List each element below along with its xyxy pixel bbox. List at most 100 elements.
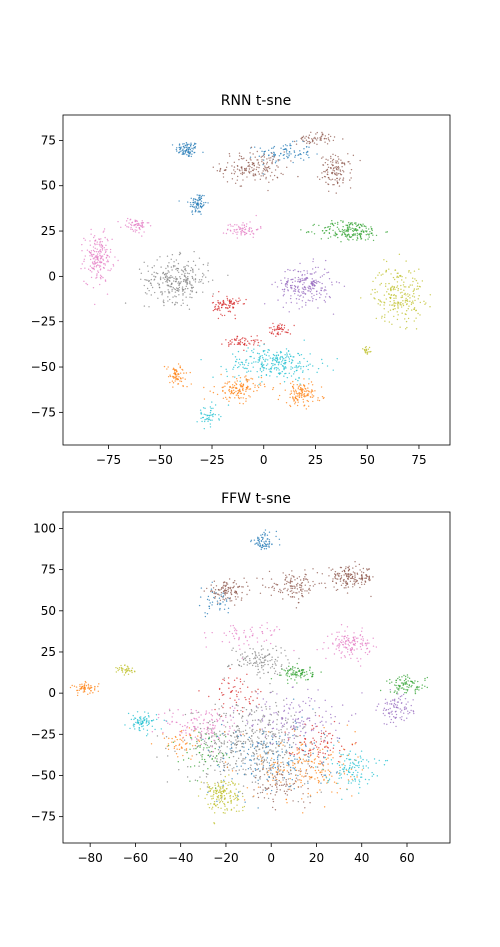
rnn-data-point <box>334 154 337 157</box>
rnn-data-point <box>282 145 285 147</box>
rnn-data-point <box>285 402 288 404</box>
ffw-data-point <box>213 591 216 593</box>
ffw-data-point <box>397 684 400 687</box>
rnn-data-point <box>337 156 339 158</box>
rnn-data-point <box>316 371 318 374</box>
rnn-data-point <box>328 228 331 231</box>
ffw-data-point <box>242 743 245 745</box>
rnn-data-point <box>175 287 178 289</box>
rnn-data-point <box>242 222 244 224</box>
rnn-data-point <box>100 257 102 259</box>
ffw-data-point <box>288 662 290 664</box>
rnn-data-point <box>261 159 263 161</box>
rnn-data-point <box>202 407 205 409</box>
rnn-data-point <box>367 228 370 230</box>
rnn-data-point <box>320 386 323 388</box>
rnn-data-point <box>252 351 254 354</box>
rnn-data-point <box>396 311 398 313</box>
rnn-data-point <box>377 303 379 305</box>
ffw-data-point <box>120 667 123 669</box>
rnn-data-point <box>117 220 119 223</box>
ffw-data-point <box>127 712 130 715</box>
ffw-data-point <box>309 584 311 587</box>
rnn-data-point <box>232 298 234 300</box>
rnn-data-point <box>278 326 280 329</box>
ffw-data-point <box>336 792 338 794</box>
ffw-data-point <box>292 727 295 730</box>
ffw-data-point <box>397 688 399 690</box>
ffw-data-point <box>334 570 337 573</box>
rnn-data-point <box>381 315 383 318</box>
rnn-data-point <box>155 276 157 278</box>
ffw-data-point <box>364 642 367 645</box>
rnn-data-point <box>232 392 235 395</box>
ffw-data-point <box>344 635 346 637</box>
rnn-data-point <box>176 269 179 272</box>
rnn-data-point <box>216 170 219 172</box>
ffw-data-point <box>134 671 136 673</box>
rnn-data-point <box>277 333 280 336</box>
ffw-data-point <box>222 584 225 587</box>
rnn-data-point <box>331 163 333 166</box>
ffw-data-point <box>211 631 213 634</box>
ffw-data-point <box>94 688 96 690</box>
rnn-data-point <box>243 231 246 233</box>
rnn-data-point <box>127 226 130 228</box>
ffw-data-point <box>259 778 261 780</box>
rnn-data-point <box>170 283 172 286</box>
ffw-data-point <box>224 752 227 754</box>
ffw-data-point <box>280 665 282 668</box>
rnn-data-point <box>218 414 220 416</box>
ffw-data-point <box>348 575 350 578</box>
ffw-data-point <box>219 759 222 761</box>
rnn-data-point <box>283 148 286 151</box>
ffw-data-point <box>347 754 350 757</box>
rnn-data-point <box>187 201 189 203</box>
ffw-data-point <box>270 594 272 597</box>
ffw-data-point <box>306 772 309 775</box>
ffw-data-point <box>132 724 135 726</box>
rnn-data-point <box>257 344 259 346</box>
ffw-data-point <box>226 741 229 743</box>
ffw-data-point <box>405 703 407 705</box>
rnn-data-point <box>343 163 346 165</box>
ffw-data-point <box>212 721 214 724</box>
rnn-data-point <box>209 412 212 414</box>
rnn-data-point <box>343 229 345 232</box>
rnn-data-point <box>279 358 281 360</box>
rnn-data-point <box>225 169 227 171</box>
ffw-data-point <box>214 769 216 771</box>
rnn-data-point <box>313 280 315 283</box>
rnn-data-point <box>255 361 257 363</box>
ffw-data-point <box>359 586 361 589</box>
ffw-data-point <box>271 665 273 668</box>
rnn-data-point <box>109 248 112 251</box>
rnn-data-point <box>274 328 276 331</box>
ffw-data-point <box>243 750 245 752</box>
rnn-data-point <box>413 307 416 309</box>
ffw-data-point <box>329 754 331 756</box>
rnn-data-point <box>245 298 247 301</box>
rnn-data-point <box>383 294 386 296</box>
ffw-data-point <box>281 668 283 671</box>
ffw-data-point <box>230 741 232 743</box>
rnn-data-point <box>246 223 248 225</box>
ffw-data-point <box>245 732 248 735</box>
ffw-data-point <box>309 794 312 797</box>
ffw-data-point <box>278 741 280 743</box>
rnn-data-point <box>281 324 283 327</box>
rnn-data-point <box>269 167 271 170</box>
ffw-data-point <box>265 639 268 641</box>
rnn-data-point <box>283 157 285 160</box>
rnn-data-point <box>259 226 262 228</box>
ffw-data-point <box>242 733 244 735</box>
ffw-data-point <box>389 721 392 724</box>
rnn-data-point <box>179 366 181 369</box>
ffw-data-point <box>309 748 311 750</box>
ffw-data-point <box>361 642 363 644</box>
rnn-data-point <box>188 272 190 275</box>
ffw-data-point <box>264 751 266 754</box>
rnn-data-point <box>186 304 189 307</box>
rnn-data-point <box>207 281 210 283</box>
ffw-data-point <box>229 764 231 766</box>
